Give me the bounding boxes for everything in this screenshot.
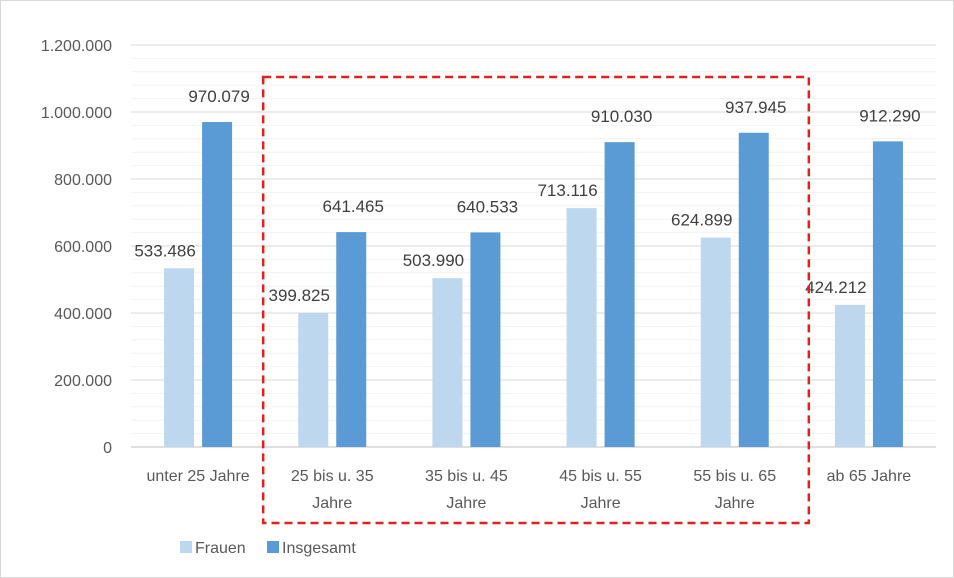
bar-insgesamt-4 (738, 132, 769, 447)
data-label-frauen-0: 533.486 (134, 241, 195, 260)
y-tick-label: 1.000.000 (41, 105, 112, 122)
category-label-3: 45 bis u. 55 (559, 468, 642, 485)
bar-frauen-4 (700, 237, 731, 447)
bar-frauen-0 (164, 268, 195, 447)
data-label-insgesamt-1: 641.465 (323, 197, 384, 216)
data-label-insgesamt-3: 910.030 (591, 107, 652, 126)
category-label-5: ab 65 Jahre (827, 468, 912, 485)
y-tick-label: 1.200.000 (41, 38, 112, 55)
bar-frauen-3 (566, 208, 597, 447)
legend-label-frauen: Frauen (195, 540, 246, 557)
bar-insgesamt-0 (202, 122, 233, 448)
data-label-insgesamt-0: 970.079 (188, 87, 249, 106)
y-tick-label: 600.000 (54, 239, 112, 256)
bar-frauen-5 (834, 304, 865, 447)
data-label-frauen-3: 713.116 (537, 181, 597, 200)
bar-insgesamt-2 (470, 232, 501, 447)
data-label-frauen-5: 424.212 (805, 278, 866, 297)
category-label-4: 55 bis u. 65 (693, 468, 776, 485)
legend-swatch-frauen (180, 541, 192, 553)
category-label-4: Jahre (715, 495, 755, 512)
data-label-frauen-2: 503.990 (403, 251, 464, 270)
bar-insgesamt-3 (604, 142, 635, 447)
category-label-1: 25 bis u. 35 (291, 468, 374, 485)
y-tick-label: 800.000 (54, 172, 112, 189)
category-label-0: unter 25 Jahre (146, 468, 249, 485)
y-tick-label: 0 (103, 440, 112, 457)
data-label-insgesamt-4: 937.945 (725, 98, 786, 117)
category-label-2: 35 bis u. 45 (425, 468, 508, 485)
data-label-insgesamt-2: 640.533 (457, 197, 518, 216)
data-label-frauen-4: 624.899 (671, 211, 732, 230)
category-label-1: Jahre (312, 495, 352, 512)
category-label-3: Jahre (581, 495, 621, 512)
category-label-2: Jahre (446, 495, 486, 512)
bar-insgesamt-5 (872, 141, 903, 447)
legend-label-insgesamt: Insgesamt (282, 540, 356, 557)
highlight-box (261, 75, 811, 525)
bar-insgesamt-1 (336, 232, 367, 447)
legend-swatch-insgesamt (267, 541, 279, 553)
bar-frauen-2 (432, 278, 463, 447)
y-tick-label: 400.000 (54, 306, 112, 323)
bar-frauen-1 (298, 313, 329, 447)
data-label-insgesamt-5: 912.290 (859, 106, 920, 125)
y-tick-label: 200.000 (54, 373, 112, 390)
data-label-frauen-1: 399.825 (269, 286, 330, 305)
